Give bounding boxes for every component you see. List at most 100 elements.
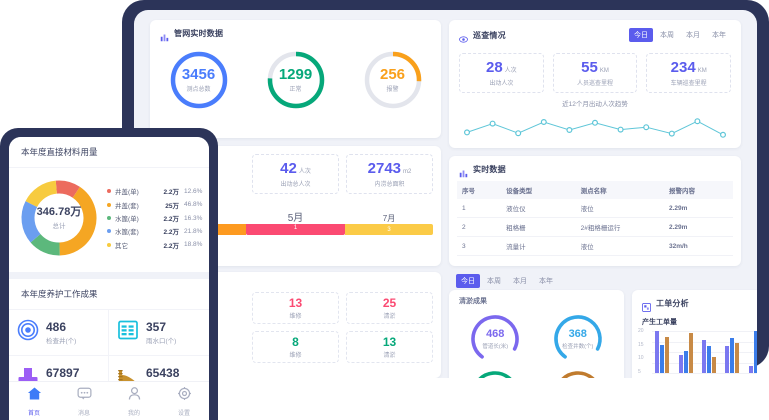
rank-month-1: 5月 (287, 213, 304, 224)
ring-alarm-value: 256 (379, 66, 406, 83)
tabbar-label-home: 首页 (27, 410, 40, 417)
legend-row: 水篦(单) 2.2万 16.3% (107, 213, 202, 223)
table-row[interactable]: 1 液位仪 液位 2.29m (457, 199, 733, 218)
table-row[interactable]: 2 粗格栅 2#粗格栅运行 2.29m (457, 217, 733, 237)
legend-label: 井盖(单) (115, 189, 139, 197)
patrol-box-vehicle-km: 234 KM 车辆巡查里程 (646, 53, 732, 93)
tabbar-item-user[interactable]: 我的 (109, 386, 159, 417)
ring-total-value: 3456 (181, 66, 216, 83)
patrol-tab-month[interactable]: 本月 (686, 32, 700, 39)
alarm-table-header-row: 序号 设备类型 测点名称 报警内容 (457, 181, 733, 199)
maintenance-result-title: 本年度养护工作成果 (9, 279, 209, 310)
legend-row: 其它 2.2万 18.8% (107, 240, 202, 250)
result-tabs[interactable]: 今日 本周 本月 本年 (456, 274, 558, 288)
tabbar-item-message[interactable]: 消息 (59, 386, 109, 417)
table-row[interactable]: 3 流量计 液位 32m/h (457, 236, 733, 256)
patrol-person-unit: KM (599, 67, 609, 74)
patrol-dispatch-value: 28 (485, 58, 503, 76)
legend-label: 井盖(套) (115, 202, 139, 210)
material-donut-wrap: 346.78万 总计 井盖(单) 2.2万 12.6% 井盖(套) 25万 46.8% 水篦… (9, 168, 209, 272)
patrol-vehicle-label: 车辆巡查里程 (670, 80, 707, 87)
donut-center-value: 346.78万 (36, 205, 82, 218)
realtime-data-panel: 管网实时数据 3456 测点总数 1299 正常 256 报警 (150, 20, 441, 138)
y-tick-label: 5 (638, 368, 641, 375)
work-order-title: 工单分析 (656, 299, 689, 308)
legend-percent: 16.3% (184, 214, 203, 222)
patrol-person-label: 人员巡查里程 (577, 80, 614, 87)
patrol-vehicle-value: 234 (670, 58, 696, 76)
num-cell-dredge-pink: 25 清淤 (346, 292, 433, 324)
tablet-device-frame: 管网实时数据 3456 测点总数 1299 正常 256 报警 (122, 0, 769, 378)
stat-dispatch-value: 42 (280, 159, 297, 177)
gridline (652, 331, 757, 332)
legend-dot (107, 216, 111, 220)
alarm-table: 序号 设备类型 测点名称 报警内容 1 液位仪 液位 2.29m (457, 181, 733, 256)
gauge-pipe-label: 管道长(米) (482, 343, 509, 350)
work-order-bar-chart: 1月2月3月4月5月 05101520 (638, 328, 757, 378)
ring-normal-label: 正常 (289, 87, 302, 93)
tabbar-label-message: 消息 (77, 410, 90, 417)
bar-group (652, 331, 672, 373)
manhole-icon (17, 319, 39, 346)
legend-label: 水篦(套) (115, 229, 139, 237)
alarm-col-content: 报警内容 (663, 181, 733, 199)
bar-group (699, 331, 719, 373)
gear-icon (177, 386, 192, 406)
stat-box-flood-area: 2743 m2 内涝总面积 (346, 154, 433, 194)
patrol-dispatch-label: 出动人次 (489, 80, 514, 87)
realtime-panel-header: 管网实时数据 (150, 20, 441, 43)
result-tab-month[interactable]: 本月 (513, 278, 527, 285)
ring-normal: 1299 正常 (265, 49, 327, 111)
patrol-tabs[interactable]: 今日 本周 本月 本年 (629, 28, 731, 42)
legend-dot (107, 202, 111, 207)
tabbar-label-user: 我的 (127, 410, 140, 417)
kpi-manhole-value: 486 (46, 319, 67, 334)
gauge-manhole-value: 368 (568, 327, 587, 340)
result-tab-week[interactable]: 本周 (487, 278, 501, 285)
legend-row: 水篦(套) 2.2万 21.8% (107, 226, 202, 236)
alarm-r2-index: 3 (457, 236, 502, 256)
material-donut-legend: 井盖(单) 2.2万 12.6% 井盖(套) 25万 46.8% 水篦(单) 2.2万 16.3… (101, 183, 202, 253)
material-usage-card: 本年度直接材料用量 346.78万 总计 井盖(单) 2.2万 12.6% 井盖(套)… (9, 137, 209, 272)
legend-label: 其它 (115, 242, 128, 250)
patrol-tab-year[interactable]: 本年 (712, 32, 726, 39)
alarm-panel-title: 实时数据 (473, 165, 506, 174)
phone-device-frame: 本年度直接材料用量 346.78万 总计 井盖(单) 2.2万 12.6% 井盖(套)… (0, 128, 218, 420)
gauge-manhole-count: 368 检查井数(个) (551, 312, 605, 366)
bar (655, 331, 660, 373)
dredge-result-title: 清淤成果 (459, 298, 487, 305)
result-tab-today[interactable]: 今日 (456, 274, 480, 288)
alarm-r0-index: 1 (457, 199, 502, 218)
bar (712, 356, 717, 373)
work-order-chart-title: 产生工单量 (642, 319, 677, 326)
tabbar-item-home[interactable]: 首页 (9, 386, 59, 417)
alarm-r0-type: 液位仪 (501, 199, 576, 218)
num-cell-repair-green: 8 维修 (252, 331, 339, 363)
legend-amount: 2.2万 (163, 229, 179, 237)
legend-percent: 46.8% (184, 201, 203, 209)
tabbar-item-settings[interactable]: 设置 (159, 386, 209, 417)
phone-tabbar[interactable]: 首页 消息 我的 设置 (9, 381, 209, 420)
ring-alarm: 256 报警 (362, 49, 424, 111)
bar (660, 345, 665, 373)
alarm-r0-content: 2.29m (663, 199, 733, 218)
stat-dispatch-unit: 人次 (298, 168, 311, 175)
num-cell-repair-pink: 13 维修 (252, 292, 339, 324)
alarm-panel-header: 实时数据 (449, 156, 741, 179)
legend-amount: 2.2万 (163, 216, 179, 223)
ring-alarm-label: 报警 (386, 87, 399, 93)
trend-point (643, 124, 650, 131)
patrol-panel-header: 巡查情况 今日 本周 本月 本年 (449, 20, 741, 46)
kpi-grate-label: 雨水口(个) (146, 337, 177, 345)
gauge-pipe-length: 468 管道长(米) (468, 312, 522, 366)
patrol-stat-boxes: 28 人次 出动人次 55 KM 人员巡查里程 234 KM 车辆巡查里程 (449, 46, 741, 93)
patrol-tab-week[interactable]: 本周 (660, 32, 674, 39)
patrol-tab-today[interactable]: 今日 (629, 28, 653, 42)
alarm-r2-type: 流量计 (501, 236, 576, 256)
num-cell-dredge-green: 13 清淤 (346, 331, 433, 363)
gridline (652, 373, 757, 374)
legend-percent: 12.6% (184, 187, 203, 195)
legend-percent: 21.8% (184, 227, 203, 235)
y-tick-label: 15 (638, 341, 644, 348)
result-tab-year[interactable]: 本年 (539, 278, 553, 285)
